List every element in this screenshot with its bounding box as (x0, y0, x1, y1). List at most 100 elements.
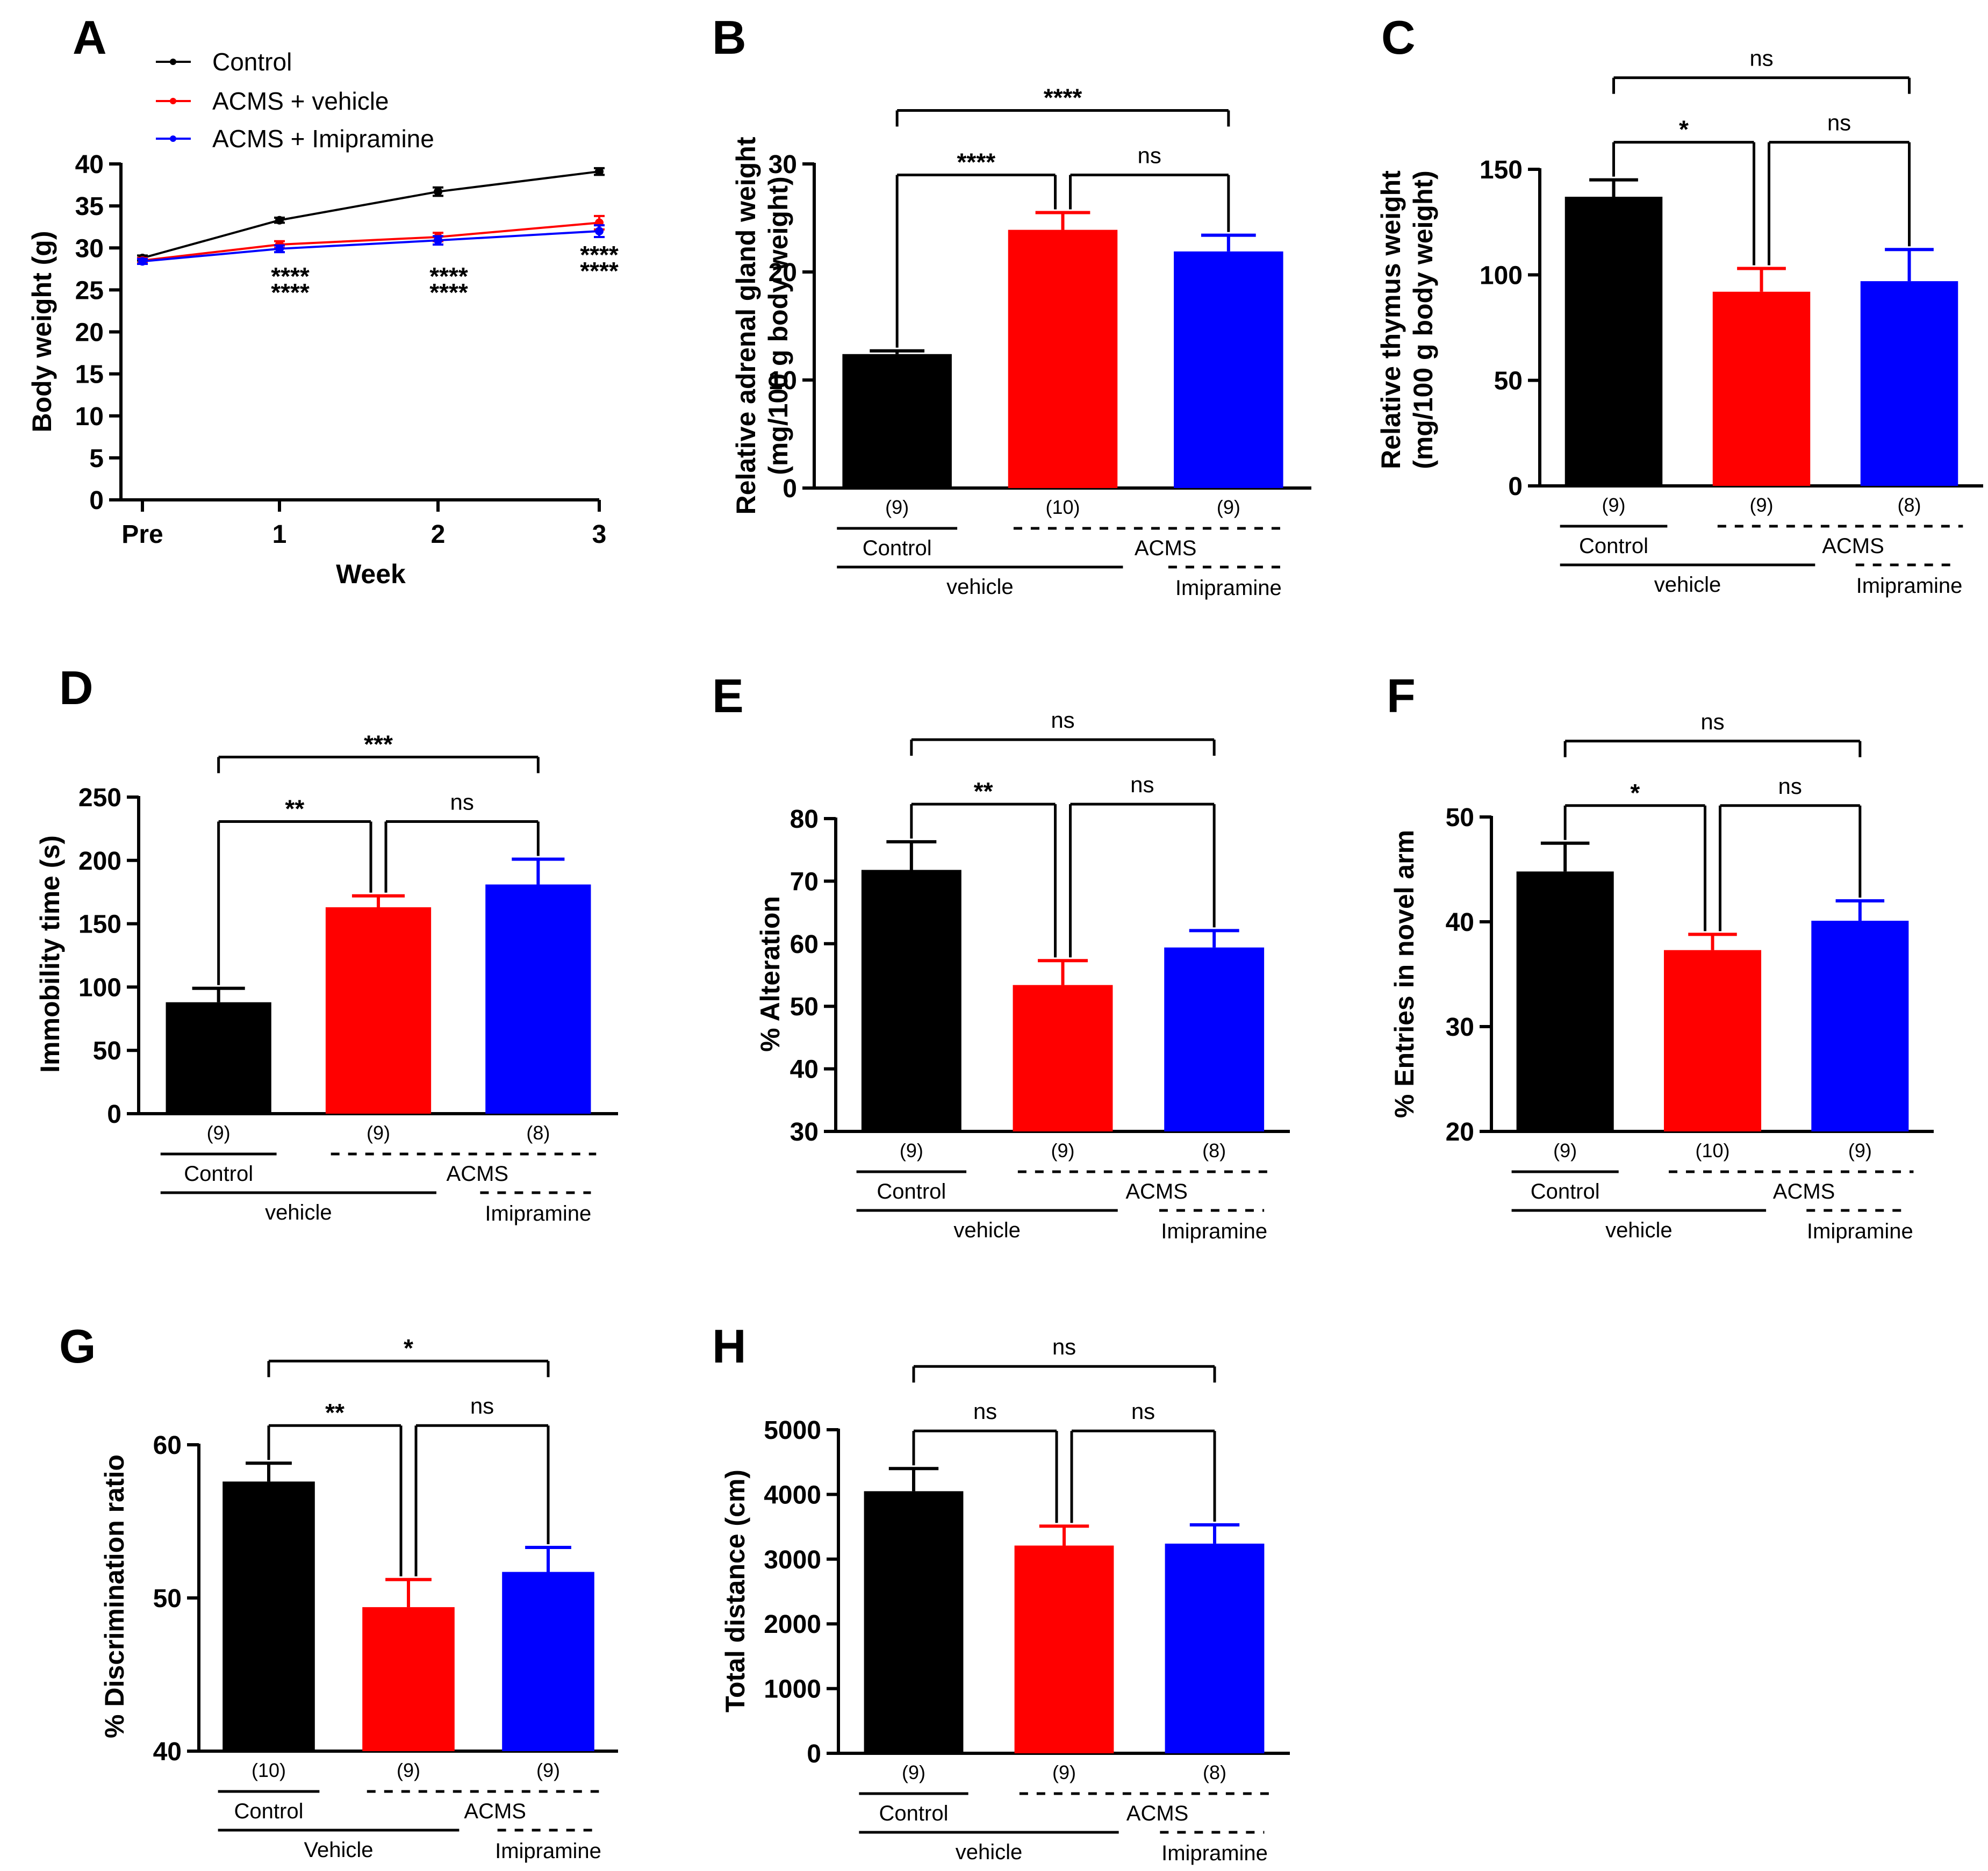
significance-label: * (404, 1334, 413, 1362)
bar-acms-imipramine (485, 884, 591, 1114)
y-tick-label: 50 (790, 993, 819, 1021)
y-tick-label: 40 (1446, 908, 1474, 937)
group-label-control: Control (184, 1162, 253, 1186)
significance-label: **** (271, 262, 310, 290)
significance-label: ns (1052, 1334, 1076, 1359)
y-axis-title-line2: (mg/100 g body weight) (1408, 170, 1438, 469)
sample-size-label: (8) (1203, 1761, 1226, 1783)
bar-acms-vehicle (1663, 950, 1762, 1131)
y-tick-label: 150 (78, 911, 121, 939)
y-tick-label: 10 (769, 367, 797, 395)
significance-label: **** (580, 241, 619, 269)
group-label-drug: Imipramine (485, 1202, 591, 1225)
bar-acms-vehicle (1712, 291, 1811, 486)
x-axis-title: Week (336, 559, 406, 589)
panel-letter: E (712, 669, 744, 722)
sample-size-label: (9) (367, 1122, 390, 1144)
significance-label: **** (271, 278, 310, 306)
y-tick-label: 5 (89, 445, 104, 473)
y-tick-label: 0 (807, 1740, 821, 1768)
panel-e: E 30 40 50 60 70 80 % Alteration (9) (9) (8) ** ns ns… (712, 669, 1290, 1243)
significance-label: ** (285, 794, 304, 822)
sample-size-label: (9) (397, 1759, 420, 1781)
significance-label: **** (580, 257, 619, 285)
group-label-drug: Imipramine (1161, 1220, 1267, 1243)
y-tick-label: 20 (769, 259, 797, 287)
y-tick-label: 30 (790, 1118, 819, 1146)
sample-size-label: (9) (1602, 494, 1626, 516)
significance-label: ns (1827, 110, 1851, 135)
data-point (275, 244, 284, 253)
y-axis-title: Relative thymus weight (1376, 170, 1406, 469)
group-label-vehicle: vehicle (956, 1840, 1023, 1864)
sample-size-label: (10) (1045, 496, 1080, 518)
significance-label: ns (1700, 709, 1724, 734)
group-label-acms: ACMS (1822, 534, 1884, 558)
significance-label: **** (429, 262, 468, 290)
y-tick-label: 200 (78, 847, 121, 876)
y-tick-label: 250 (78, 784, 121, 812)
bar-acms-imipramine (1164, 947, 1265, 1131)
y-tick-label: 35 (75, 192, 104, 221)
y-axis-title: Immobility time (s) (35, 835, 65, 1073)
bar-control (842, 354, 952, 488)
y-axis-title: Total distance (cm) (720, 1469, 750, 1712)
significance-label: ns (470, 1393, 494, 1418)
y-tick-label: 0 (783, 475, 797, 503)
bar-control (1564, 197, 1663, 486)
y-tick-label: 80 (790, 805, 819, 834)
y-tick-label: 2000 (764, 1610, 821, 1639)
group-label-drug: Imipramine (1161, 1841, 1268, 1865)
sample-size-label: (9) (900, 1139, 923, 1162)
group-label-vehicle: Vehicle (304, 1838, 374, 1862)
y-tick-label: 5000 (764, 1416, 821, 1445)
group-label-control: Control (1579, 534, 1648, 558)
legend-entry: Control (212, 48, 292, 76)
significance-label: ns (1749, 46, 1773, 71)
sample-size-label: (10) (1695, 1139, 1729, 1162)
group-label-acms: ACMS (447, 1162, 509, 1186)
group-label-drug: Imipramine (1856, 574, 1963, 598)
x-tick-label: 1 (272, 520, 287, 549)
significance-label: **** (1044, 83, 1082, 111)
significance-label: **** (957, 148, 996, 176)
y-axis-title: % Alteration (755, 896, 785, 1052)
y-tick-label: 0 (1508, 472, 1523, 501)
bar-control (223, 1481, 315, 1751)
sample-size-label: (9) (902, 1761, 925, 1783)
group-label-acms: ACMS (1125, 1180, 1188, 1203)
y-axis-title: % Discrimination ratio (99, 1454, 130, 1738)
sample-size-label: (9) (1051, 1139, 1075, 1162)
group-label-vehicle: vehicle (953, 1218, 1021, 1242)
panel-c: C 0 50 100 150 Relative thymus weight (mg/100 … (1376, 11, 1983, 598)
y-tick-label: 25 (75, 276, 104, 305)
sample-size-label: (8) (526, 1122, 550, 1144)
y-tick-label: 70 (790, 868, 819, 896)
significance-label: * (1630, 779, 1640, 807)
significance-label: ns (450, 789, 473, 814)
significance-label: ns (1778, 773, 1802, 799)
group-label-control: Control (234, 1800, 304, 1823)
bar-acms-vehicle (1014, 1545, 1114, 1753)
panel-letter: B (712, 11, 747, 64)
bar-control (166, 1002, 271, 1114)
x-tick-label: Pre (121, 520, 163, 549)
bar-acms-vehicle (1008, 230, 1118, 488)
panel-g: G 40 50 60 % Discrimination ratio (10) (9) (9) *… (59, 1320, 618, 1863)
x-tick-label: 3 (592, 520, 607, 549)
bar-acms-imipramine (1860, 281, 1958, 486)
group-label-drug: Imipramine (1175, 576, 1282, 600)
sample-size-label: (9) (207, 1122, 231, 1144)
group-label-vehicle: vehicle (1605, 1218, 1673, 1242)
bar-acms-vehicle (1013, 985, 1113, 1131)
significance-label: ns (1051, 707, 1074, 733)
sample-size-label: (9) (1750, 494, 1774, 516)
panel-b: B 0 10 20 30 Relative adrenal gland weight (mg… (712, 11, 1311, 600)
panel-f: F 20 30 40 50 % Entries in novel arm (9) (10) (9… (1387, 669, 1934, 1243)
group-label-vehicle: vehicle (1654, 573, 1721, 597)
y-tick-label: 4000 (764, 1481, 821, 1509)
y-tick-label: 50 (1494, 367, 1523, 396)
y-tick-label: 50 (1446, 804, 1474, 832)
sample-size-label: (8) (1202, 1139, 1226, 1162)
data-point (595, 227, 604, 235)
